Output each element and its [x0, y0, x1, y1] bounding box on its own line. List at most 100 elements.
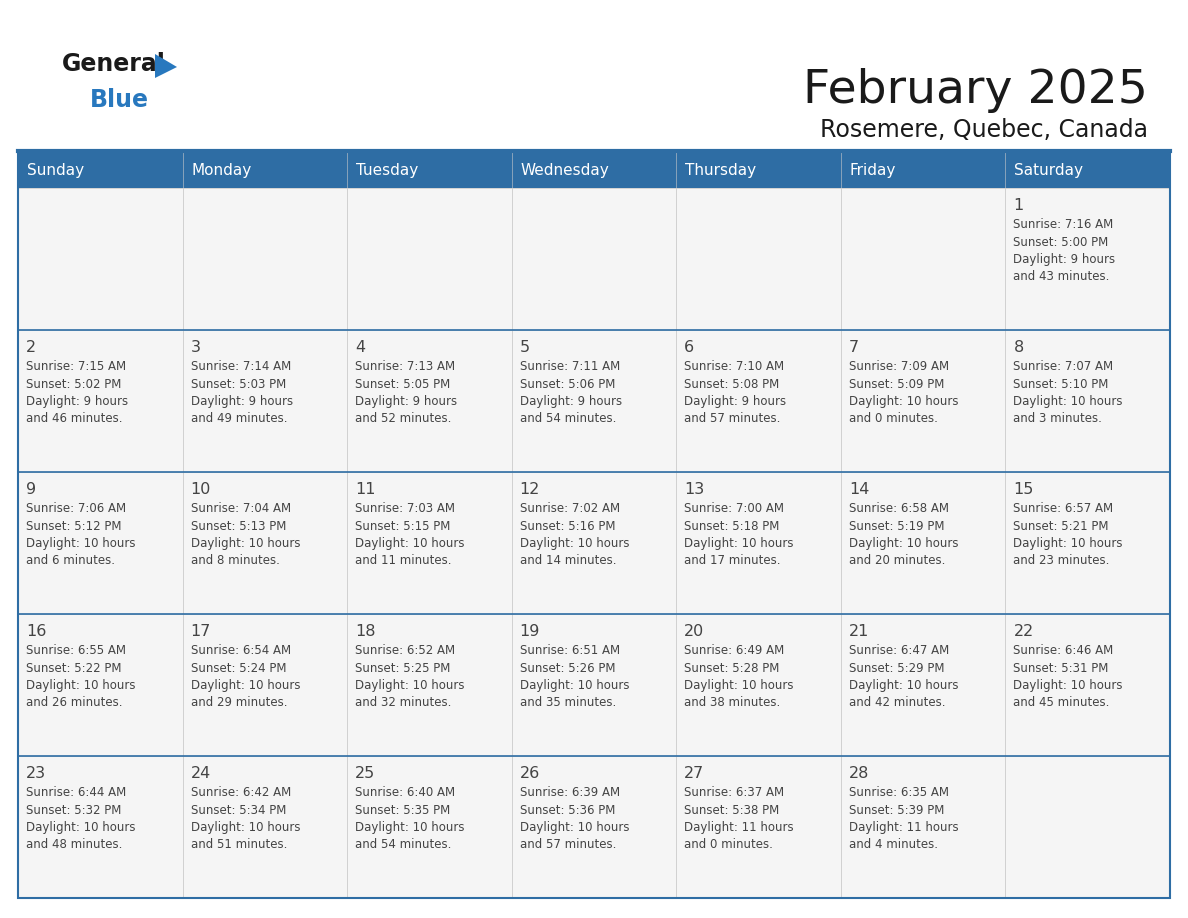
Text: 17: 17 — [190, 624, 211, 639]
Text: Sunrise: 6:40 AM
Sunset: 5:35 PM
Daylight: 10 hours
and 54 minutes.: Sunrise: 6:40 AM Sunset: 5:35 PM Dayligh… — [355, 786, 465, 852]
Bar — [18, 756, 183, 898]
Bar — [1005, 330, 1170, 472]
Text: Sunrise: 6:46 AM
Sunset: 5:31 PM
Daylight: 10 hours
and 45 minutes.: Sunrise: 6:46 AM Sunset: 5:31 PM Dayligh… — [1013, 644, 1123, 710]
Text: 4: 4 — [355, 340, 365, 355]
Text: 26: 26 — [519, 766, 541, 781]
Bar — [18, 188, 183, 330]
Text: 27: 27 — [684, 766, 704, 781]
Text: 19: 19 — [519, 624, 541, 639]
Bar — [676, 152, 841, 188]
Text: 3: 3 — [190, 340, 201, 355]
Bar — [347, 614, 512, 756]
Text: Sunrise: 6:55 AM
Sunset: 5:22 PM
Daylight: 10 hours
and 26 minutes.: Sunrise: 6:55 AM Sunset: 5:22 PM Dayligh… — [26, 644, 135, 710]
Text: Sunrise: 6:42 AM
Sunset: 5:34 PM
Daylight: 10 hours
and 51 minutes.: Sunrise: 6:42 AM Sunset: 5:34 PM Dayligh… — [190, 786, 301, 852]
Text: Sunrise: 7:11 AM
Sunset: 5:06 PM
Daylight: 9 hours
and 54 minutes.: Sunrise: 7:11 AM Sunset: 5:06 PM Dayligh… — [519, 360, 621, 426]
Text: Tuesday: Tuesday — [356, 163, 418, 178]
Bar — [676, 472, 841, 614]
Text: 1: 1 — [1013, 198, 1024, 213]
Text: Sunrise: 7:02 AM
Sunset: 5:16 PM
Daylight: 10 hours
and 14 minutes.: Sunrise: 7:02 AM Sunset: 5:16 PM Dayligh… — [519, 502, 630, 567]
Text: Sunrise: 6:39 AM
Sunset: 5:36 PM
Daylight: 10 hours
and 57 minutes.: Sunrise: 6:39 AM Sunset: 5:36 PM Dayligh… — [519, 786, 630, 852]
Text: Saturday: Saturday — [1015, 163, 1083, 178]
Bar — [676, 756, 841, 898]
Text: 23: 23 — [26, 766, 46, 781]
Polygon shape — [154, 54, 177, 78]
Bar — [1005, 152, 1170, 188]
Text: Blue: Blue — [90, 88, 148, 112]
Bar — [347, 330, 512, 472]
Bar — [512, 614, 676, 756]
Bar — [183, 152, 347, 188]
Text: 14: 14 — [849, 482, 870, 497]
Text: 12: 12 — [519, 482, 541, 497]
Text: 28: 28 — [849, 766, 870, 781]
Text: Friday: Friday — [849, 163, 896, 178]
Text: Sunrise: 6:49 AM
Sunset: 5:28 PM
Daylight: 10 hours
and 38 minutes.: Sunrise: 6:49 AM Sunset: 5:28 PM Dayligh… — [684, 644, 794, 710]
Text: February 2025: February 2025 — [803, 68, 1148, 113]
Bar — [183, 330, 347, 472]
Text: Wednesday: Wednesday — [520, 163, 609, 178]
Bar — [512, 472, 676, 614]
Text: 20: 20 — [684, 624, 704, 639]
Text: 15: 15 — [1013, 482, 1034, 497]
Text: Sunrise: 6:52 AM
Sunset: 5:25 PM
Daylight: 10 hours
and 32 minutes.: Sunrise: 6:52 AM Sunset: 5:25 PM Dayligh… — [355, 644, 465, 710]
Text: Sunrise: 6:44 AM
Sunset: 5:32 PM
Daylight: 10 hours
and 48 minutes.: Sunrise: 6:44 AM Sunset: 5:32 PM Dayligh… — [26, 786, 135, 852]
Bar — [1005, 188, 1170, 330]
Text: 24: 24 — [190, 766, 210, 781]
Bar — [18, 614, 183, 756]
Text: Sunrise: 7:16 AM
Sunset: 5:00 PM
Daylight: 9 hours
and 43 minutes.: Sunrise: 7:16 AM Sunset: 5:00 PM Dayligh… — [1013, 218, 1116, 284]
Text: Sunrise: 7:07 AM
Sunset: 5:10 PM
Daylight: 10 hours
and 3 minutes.: Sunrise: 7:07 AM Sunset: 5:10 PM Dayligh… — [1013, 360, 1123, 426]
Text: Sunrise: 7:13 AM
Sunset: 5:05 PM
Daylight: 9 hours
and 52 minutes.: Sunrise: 7:13 AM Sunset: 5:05 PM Dayligh… — [355, 360, 457, 426]
Text: Sunrise: 7:00 AM
Sunset: 5:18 PM
Daylight: 10 hours
and 17 minutes.: Sunrise: 7:00 AM Sunset: 5:18 PM Dayligh… — [684, 502, 794, 567]
Text: 13: 13 — [684, 482, 704, 497]
Bar — [347, 152, 512, 188]
Text: 16: 16 — [26, 624, 46, 639]
Bar — [183, 472, 347, 614]
Bar — [347, 756, 512, 898]
Bar — [183, 614, 347, 756]
Text: General: General — [62, 52, 166, 76]
Bar — [841, 188, 1005, 330]
Bar — [18, 152, 183, 188]
Text: Sunrise: 7:03 AM
Sunset: 5:15 PM
Daylight: 10 hours
and 11 minutes.: Sunrise: 7:03 AM Sunset: 5:15 PM Dayligh… — [355, 502, 465, 567]
Bar — [512, 152, 676, 188]
Text: 5: 5 — [519, 340, 530, 355]
Text: 11: 11 — [355, 482, 375, 497]
Bar — [347, 188, 512, 330]
Text: Rosemere, Quebec, Canada: Rosemere, Quebec, Canada — [820, 118, 1148, 142]
Text: 7: 7 — [849, 340, 859, 355]
Text: Sunrise: 6:54 AM
Sunset: 5:24 PM
Daylight: 10 hours
and 29 minutes.: Sunrise: 6:54 AM Sunset: 5:24 PM Dayligh… — [190, 644, 301, 710]
Bar — [512, 756, 676, 898]
Bar — [676, 330, 841, 472]
Bar — [512, 330, 676, 472]
Bar — [841, 472, 1005, 614]
Text: Sunday: Sunday — [27, 163, 84, 178]
Bar — [183, 188, 347, 330]
Bar — [18, 152, 1170, 898]
Bar — [841, 756, 1005, 898]
Text: Sunrise: 7:10 AM
Sunset: 5:08 PM
Daylight: 9 hours
and 57 minutes.: Sunrise: 7:10 AM Sunset: 5:08 PM Dayligh… — [684, 360, 786, 426]
Text: 22: 22 — [1013, 624, 1034, 639]
Bar — [841, 330, 1005, 472]
Text: Sunrise: 7:04 AM
Sunset: 5:13 PM
Daylight: 10 hours
and 8 minutes.: Sunrise: 7:04 AM Sunset: 5:13 PM Dayligh… — [190, 502, 301, 567]
Text: Sunrise: 6:35 AM
Sunset: 5:39 PM
Daylight: 11 hours
and 4 minutes.: Sunrise: 6:35 AM Sunset: 5:39 PM Dayligh… — [849, 786, 959, 852]
Bar — [1005, 756, 1170, 898]
Text: Sunrise: 7:09 AM
Sunset: 5:09 PM
Daylight: 10 hours
and 0 minutes.: Sunrise: 7:09 AM Sunset: 5:09 PM Dayligh… — [849, 360, 959, 426]
Bar — [1005, 472, 1170, 614]
Bar — [347, 472, 512, 614]
Text: 2: 2 — [26, 340, 36, 355]
Bar — [1005, 614, 1170, 756]
Text: Sunrise: 6:51 AM
Sunset: 5:26 PM
Daylight: 10 hours
and 35 minutes.: Sunrise: 6:51 AM Sunset: 5:26 PM Dayligh… — [519, 644, 630, 710]
Bar — [676, 614, 841, 756]
Text: 6: 6 — [684, 340, 695, 355]
Text: Sunrise: 6:57 AM
Sunset: 5:21 PM
Daylight: 10 hours
and 23 minutes.: Sunrise: 6:57 AM Sunset: 5:21 PM Dayligh… — [1013, 502, 1123, 567]
Bar — [18, 472, 183, 614]
Text: 10: 10 — [190, 482, 211, 497]
Bar — [512, 188, 676, 330]
Text: Sunrise: 6:58 AM
Sunset: 5:19 PM
Daylight: 10 hours
and 20 minutes.: Sunrise: 6:58 AM Sunset: 5:19 PM Dayligh… — [849, 502, 959, 567]
Bar — [841, 614, 1005, 756]
Text: 9: 9 — [26, 482, 36, 497]
Bar — [676, 188, 841, 330]
Bar — [18, 330, 183, 472]
Text: 25: 25 — [355, 766, 375, 781]
Text: Monday: Monday — [191, 163, 252, 178]
